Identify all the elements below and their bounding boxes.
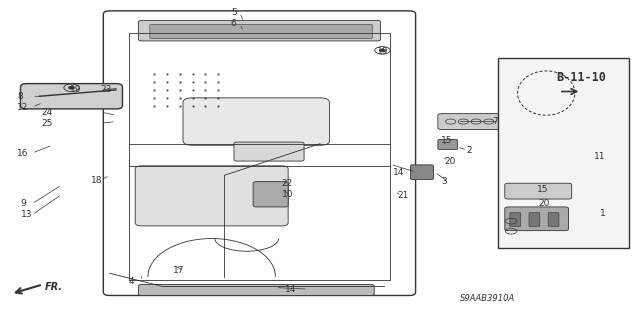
Text: 16: 16	[17, 149, 29, 158]
Text: 13: 13	[20, 210, 32, 219]
FancyBboxPatch shape	[253, 182, 288, 207]
FancyBboxPatch shape	[135, 166, 288, 226]
Text: 25: 25	[41, 119, 52, 128]
Text: 3: 3	[441, 177, 447, 186]
FancyBboxPatch shape	[505, 207, 568, 231]
FancyBboxPatch shape	[499, 58, 629, 248]
Text: 14: 14	[394, 168, 404, 177]
FancyBboxPatch shape	[234, 142, 304, 161]
Text: 11: 11	[594, 152, 605, 161]
Text: 10: 10	[282, 190, 293, 199]
Text: 22: 22	[282, 179, 293, 188]
FancyBboxPatch shape	[138, 285, 374, 295]
Text: 15: 15	[441, 136, 452, 145]
FancyBboxPatch shape	[510, 213, 521, 226]
Text: 15: 15	[537, 185, 548, 194]
Text: 20: 20	[539, 199, 550, 208]
FancyBboxPatch shape	[20, 84, 122, 109]
FancyBboxPatch shape	[138, 20, 381, 41]
FancyBboxPatch shape	[529, 213, 540, 226]
Text: 8: 8	[17, 92, 23, 101]
Text: 19: 19	[378, 48, 389, 56]
FancyBboxPatch shape	[410, 165, 433, 179]
Text: 1: 1	[600, 209, 606, 218]
Text: 2: 2	[467, 145, 472, 154]
Text: 5: 5	[231, 8, 237, 17]
Text: B-11-10: B-11-10	[556, 71, 605, 84]
FancyBboxPatch shape	[548, 213, 559, 226]
Text: 14: 14	[285, 285, 296, 294]
Text: 19: 19	[70, 85, 82, 94]
Text: FR.: FR.	[45, 282, 63, 292]
Text: 17: 17	[173, 266, 185, 275]
FancyBboxPatch shape	[505, 183, 572, 199]
Circle shape	[68, 86, 75, 89]
FancyBboxPatch shape	[150, 25, 372, 38]
Text: 23: 23	[100, 85, 111, 94]
Text: 6: 6	[231, 19, 237, 28]
Text: 12: 12	[17, 103, 29, 112]
Text: 4: 4	[129, 277, 134, 286]
FancyBboxPatch shape	[438, 140, 458, 149]
Text: 21: 21	[397, 191, 409, 200]
Text: 7: 7	[492, 117, 498, 126]
Text: S9AAB3910A: S9AAB3910A	[460, 294, 515, 303]
Text: 20: 20	[444, 157, 456, 166]
Text: 24: 24	[41, 108, 52, 116]
Text: 18: 18	[91, 175, 102, 185]
Circle shape	[380, 49, 386, 52]
FancyBboxPatch shape	[183, 98, 330, 145]
Text: 9: 9	[20, 199, 26, 208]
FancyBboxPatch shape	[438, 114, 502, 130]
